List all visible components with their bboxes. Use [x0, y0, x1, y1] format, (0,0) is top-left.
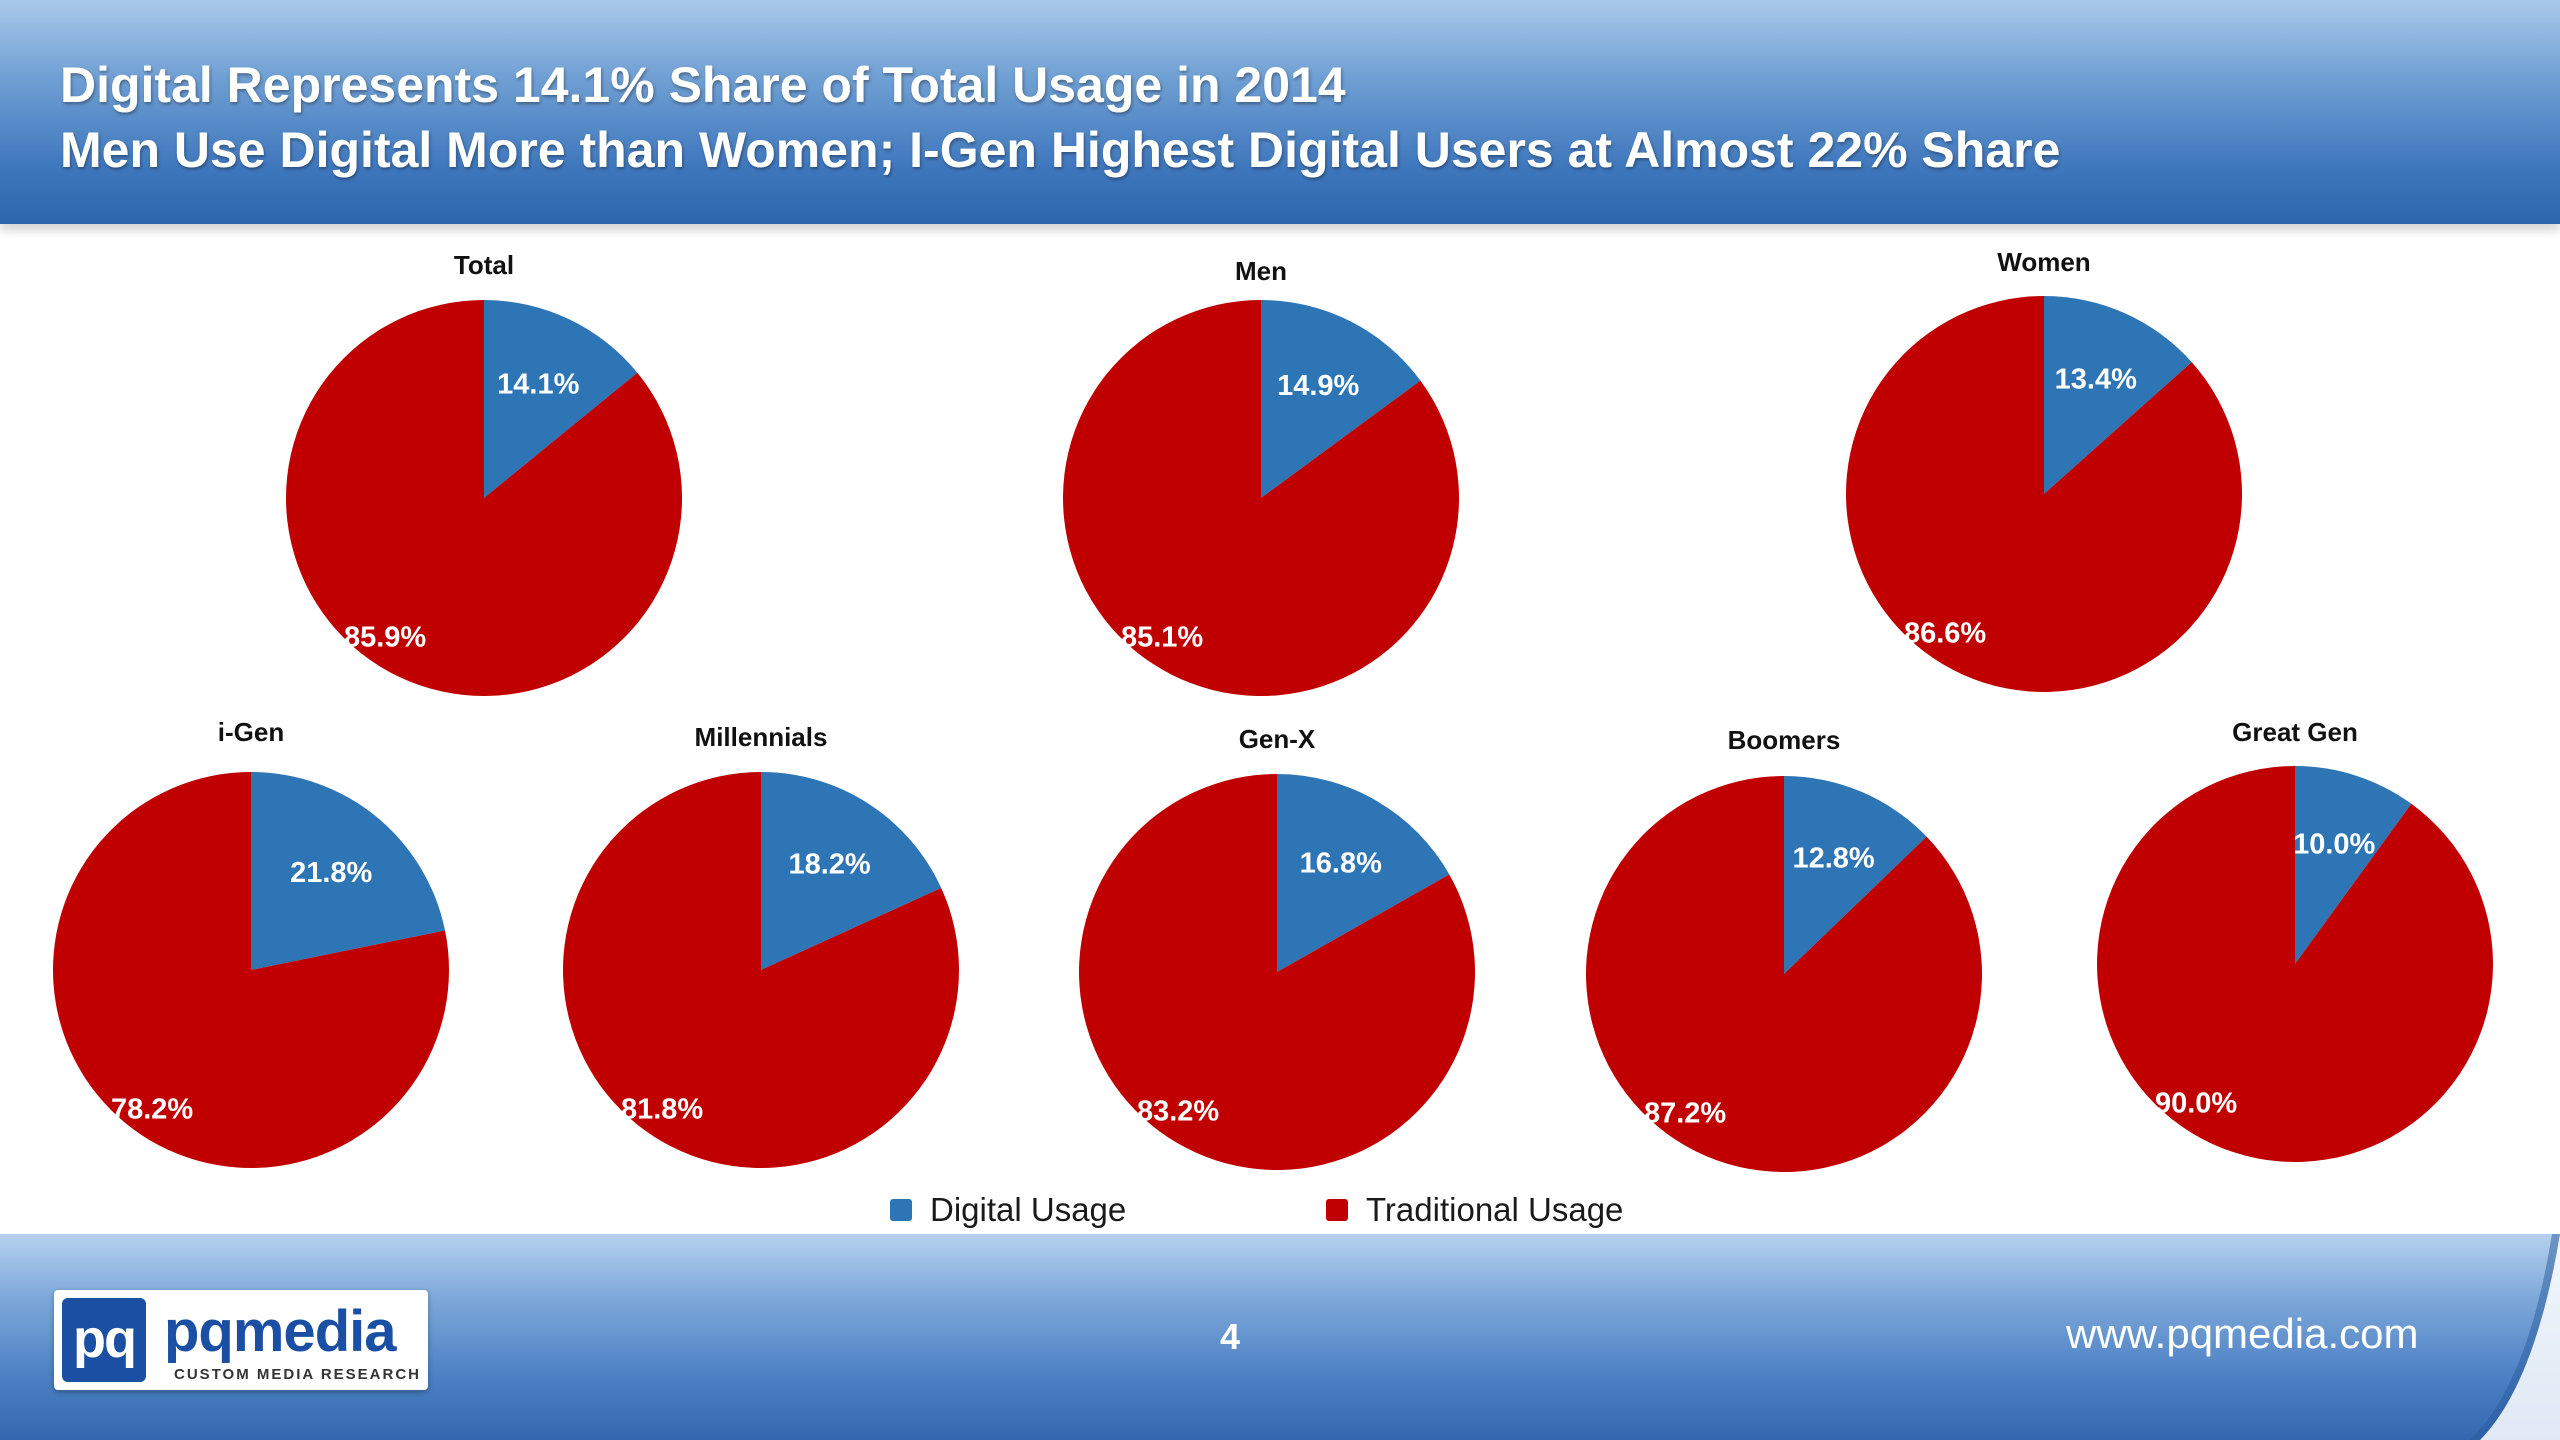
pie-slice-millennials-traditional: [563, 772, 960, 1168]
logo-mark-text: pq: [73, 1309, 137, 1369]
pie-slice-total-traditional: [285, 300, 682, 696]
logo-wordmark-pq: pq: [164, 1299, 234, 1364]
pie-chart-great-gen: Great Gen 10.0% 90.0%: [2097, 717, 2494, 1162]
pie-title-men: Men: [1235, 256, 1287, 286]
pie-slice-gen-x-traditional: [1079, 774, 1476, 1170]
slide-title-line-2: Men Use Digital More than Women; I-Gen H…: [60, 122, 2061, 178]
chart-legend: Digital Usage Traditional Usage: [0, 1186, 2560, 1236]
pie-label-great-gen-traditional: 90.0%: [2155, 1088, 2237, 1120]
logo-wordmark: pqmedia: [164, 1298, 396, 1365]
pie-title-boomers: Boomers: [1728, 725, 1841, 755]
pie-slice-women-digital: [2044, 296, 2192, 494]
legend-item-digital: Digital Usage: [890, 1190, 1126, 1230]
pie-title-i-gen: i-Gen: [218, 717, 284, 747]
pie-label-total-digital: 14.1%: [497, 369, 579, 401]
pie-label-millennials-traditional: 81.8%: [621, 1094, 703, 1126]
pie-title-gen-x: Gen-X: [1239, 724, 1316, 754]
legend-label-digital: Digital Usage: [930, 1191, 1127, 1228]
pie-chart-men: Men 14.9% 85.1%: [1063, 256, 1460, 696]
pie-chart-boomers: Boomers 12.8% 87.2%: [1585, 725, 1982, 1172]
pie-slice-i-gen-digital: [251, 772, 446, 970]
pie-label-gen-x-digital: 16.8%: [1300, 848, 1382, 880]
pie-label-gen-x-traditional: 83.2%: [1137, 1096, 1219, 1128]
logo-mark: pq: [62, 1298, 146, 1382]
pie-title-total: Total: [454, 250, 514, 280]
logo-wordmark-media: media: [232, 1299, 397, 1364]
title-bar: Digital Represents 14.1% Share of Total …: [0, 0, 2560, 224]
pie-slice-men-traditional: [1063, 300, 1460, 696]
pie-label-women-traditional: 86.6%: [1904, 618, 1986, 650]
pie-title-women: Women: [1997, 247, 2090, 277]
pie-chart-i-gen: i-Gen 21.8% 78.2%: [52, 717, 449, 1168]
footer-bar: pq pqmedia CUSTOM MEDIA RESEARCH 4 www.p…: [0, 1234, 2560, 1440]
pie-slice-boomers-digital: [1784, 776, 1927, 974]
pie-slice-boomers-traditional: [1585, 776, 1982, 1172]
legend-swatch-traditional: [1326, 1199, 1348, 1221]
pie-chart-women: Women 13.4% 86.6%: [1846, 247, 2243, 692]
pie-label-boomers-traditional: 87.2%: [1644, 1098, 1726, 1130]
pqmedia-logo: pq pqmedia CUSTOM MEDIA RESEARCH: [54, 1290, 428, 1390]
pie-chart-total: Total 14.1% 85.9%: [285, 250, 682, 696]
pie-title-great-gen: Great Gen: [2232, 717, 2358, 747]
pie-label-boomers-digital: 12.8%: [1792, 842, 1874, 874]
pie-label-i-gen-digital: 21.8%: [290, 857, 372, 889]
footer-page-curl: [2470, 1234, 2560, 1440]
pie-charts-area: Total 14.1% 85.9% Men 14.9% 85.1% Women 13.4% 86…: [52, 247, 2494, 1172]
pie-slice-women-traditional: [1846, 296, 2243, 692]
pie-label-men-traditional: 85.1%: [1121, 622, 1203, 654]
pie-chart-millennials: Millennials 18.2% 81.8%: [563, 722, 960, 1168]
pie-slice-millennials-digital: [761, 772, 942, 970]
legend-swatch-digital: [890, 1199, 912, 1221]
pie-title-millennials: Millennials: [695, 722, 828, 752]
pie-slice-i-gen-traditional: [52, 772, 449, 1168]
legend-item-traditional: Traditional Usage: [1326, 1190, 1623, 1230]
pie-label-total-traditional: 85.9%: [344, 622, 426, 654]
pie-label-i-gen-traditional: 78.2%: [111, 1094, 193, 1126]
logo-tagline: CUSTOM MEDIA RESEARCH: [174, 1366, 422, 1383]
page-number: 4: [1219, 1316, 1241, 1357]
pie-label-women-digital: 13.4%: [2055, 363, 2137, 395]
pie-label-great-gen-digital: 10.0%: [2293, 829, 2375, 861]
pie-slice-great-gen-traditional: [2097, 766, 2494, 1162]
pie-label-men-digital: 14.9%: [1277, 370, 1359, 402]
pie-chart-gen-x: Gen-X 16.8% 83.2%: [1079, 724, 1476, 1170]
pie-label-millennials-digital: 18.2%: [788, 848, 870, 880]
pie-slice-great-gen-digital: [2295, 766, 2412, 964]
legend-label-traditional: Traditional Usage: [1366, 1191, 1624, 1228]
pie-slice-men-digital: [1261, 300, 1421, 498]
pie-slice-gen-x-digital: [1277, 774, 1450, 972]
slide-title-line-1: Digital Represents 14.1% Share of Total …: [60, 57, 1346, 113]
website-url[interactable]: www.pqmedia.com: [2066, 1310, 2419, 1357]
pie-slice-total-digital: [484, 300, 638, 498]
